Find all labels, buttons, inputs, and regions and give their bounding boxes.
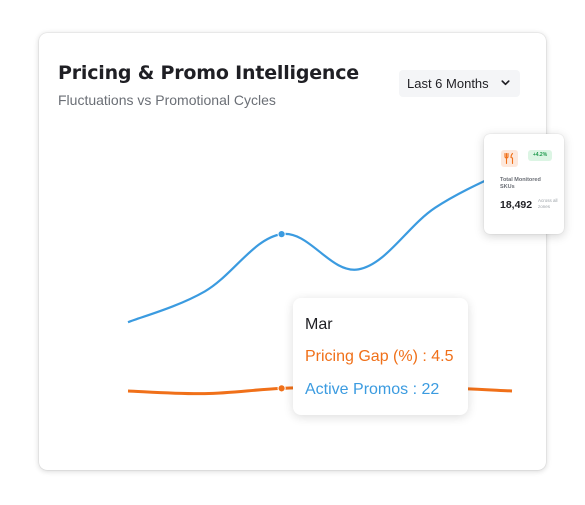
tooltip-month: Mar (305, 316, 333, 333)
chart-tooltip: Mar Pricing Gap (%) : 4.5 Active Promos … (293, 298, 468, 415)
range-select-label: Last 6 Months (407, 76, 489, 91)
utensils-icon (501, 150, 518, 167)
range-select[interactable]: Last 6 Months (399, 70, 520, 97)
kpi-value: 18,492 (500, 199, 533, 211)
kpi-change-badge: +4.2% (528, 150, 552, 161)
page-subtitle: Fluctuations vs Promotional Cycles (58, 92, 276, 108)
kpi-card[interactable]: +4.2% Total Monitored SKUs 18,492 Across… (484, 134, 564, 234)
page-title: Pricing & Promo Intelligence (58, 62, 359, 84)
kpi-note: Across all zones (538, 198, 558, 209)
kpi-label: Total Monitored SKUs (500, 177, 541, 190)
tooltip-pricing-gap: Pricing Gap (%) : 4.5 (305, 348, 454, 365)
tooltip-active-promos: Active Promos : 22 (305, 381, 440, 398)
chevron-down-icon (501, 80, 510, 86)
